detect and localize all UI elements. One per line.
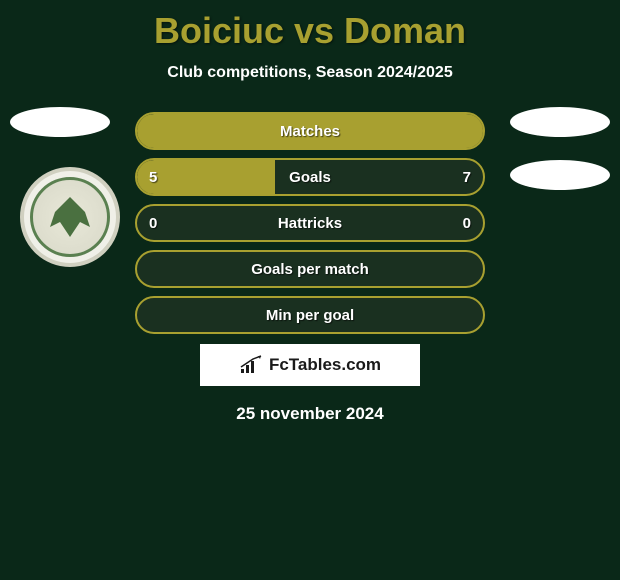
watermark-text: FcTables.com — [269, 355, 381, 375]
stat-row-min-per-goal: Min per goal — [135, 296, 485, 334]
stat-row-hattricks: 0 Hattricks 0 — [135, 204, 485, 242]
stat-value-right: 7 — [463, 169, 471, 186]
team-logo-inner — [30, 177, 110, 257]
page-title: Boiciuc vs Doman — [0, 0, 620, 52]
watermark: FcTables.com — [200, 344, 420, 386]
player-placeholder-left — [10, 107, 110, 137]
stat-rows: Matches 5 Goals 7 0 Hattricks 0 Goals pe… — [135, 112, 485, 334]
stat-row-goals-per-match: Goals per match — [135, 250, 485, 288]
stat-value-right: 0 — [463, 215, 471, 232]
stat-value-left: 5 — [149, 169, 157, 186]
stat-value-left: 0 — [149, 215, 157, 232]
stat-row-matches: Matches — [135, 112, 485, 150]
stat-label: Matches — [280, 123, 340, 140]
stat-label: Hattricks — [278, 215, 342, 232]
team-logo — [20, 167, 120, 267]
stat-label: Goals per match — [251, 261, 369, 278]
date-text: 25 november 2024 — [0, 404, 620, 424]
page-subtitle: Club competitions, Season 2024/2025 — [0, 64, 620, 82]
eagle-icon — [45, 192, 95, 242]
content-area: Matches 5 Goals 7 0 Hattricks 0 Goals pe… — [0, 112, 620, 424]
stat-fill-left — [137, 160, 275, 194]
stat-label: Min per goal — [266, 307, 354, 324]
stat-label: Goals — [289, 169, 331, 186]
stat-row-goals: 5 Goals 7 — [135, 158, 485, 196]
chart-icon — [239, 355, 263, 375]
player-placeholder-right-2 — [510, 160, 610, 190]
player-placeholder-right-1 — [510, 107, 610, 137]
